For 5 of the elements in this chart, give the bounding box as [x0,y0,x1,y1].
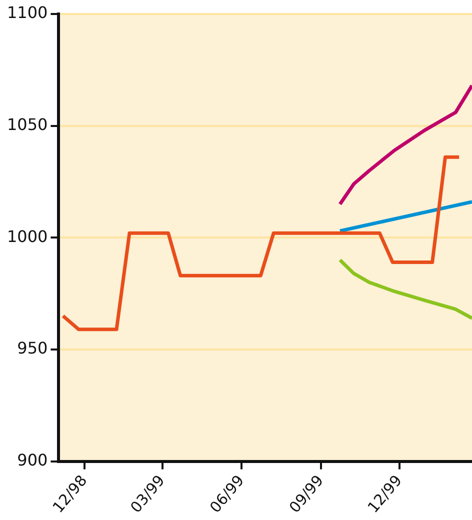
y-tick-label: 1100 [7,3,48,22]
y-tick-label: 1050 [7,114,48,134]
y-tick-label: 900 [17,450,48,470]
y-tick-label: 950 [17,338,48,358]
y-tick-label: 1000 [7,226,48,246]
